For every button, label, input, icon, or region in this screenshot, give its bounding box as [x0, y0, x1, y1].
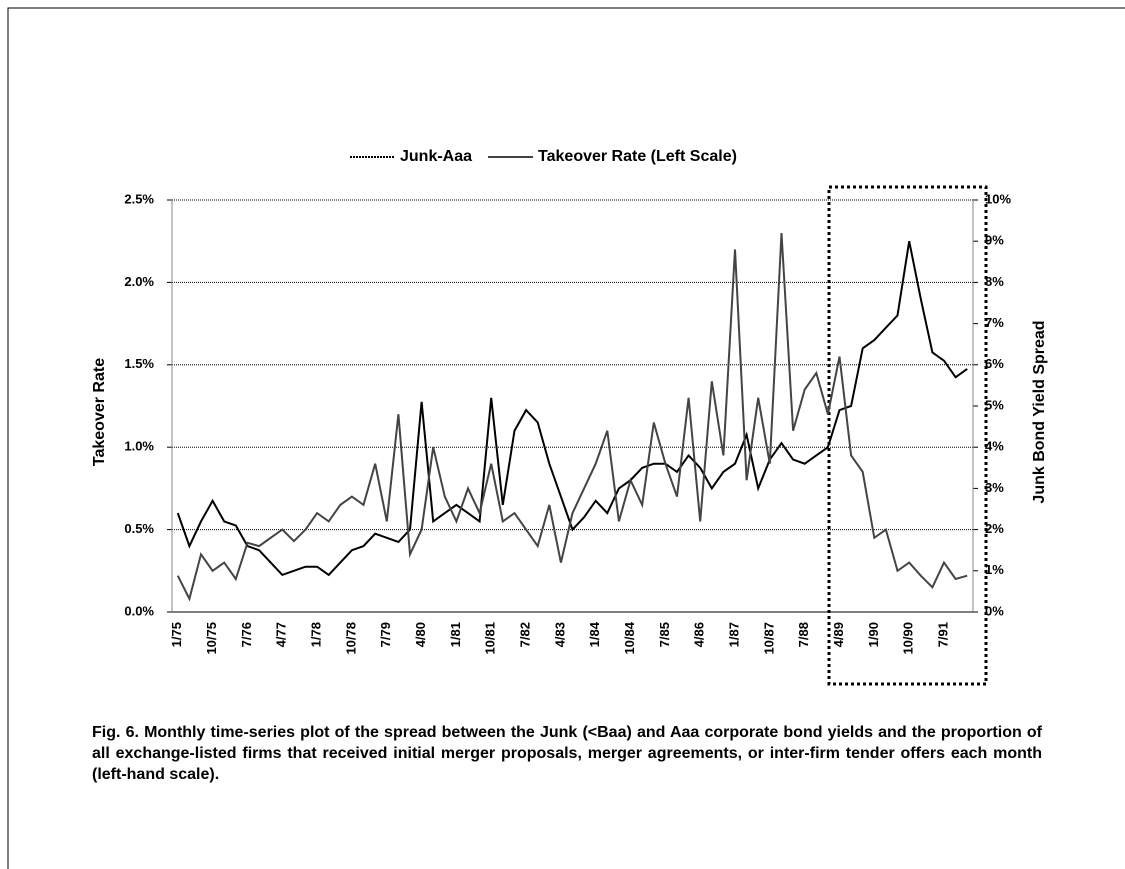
- series-line: [176, 232, 968, 602]
- y-tick-label: 2.5%: [124, 191, 154, 206]
- y2-tick-label: 2%: [985, 521, 1004, 536]
- x-tick-label: 7/91: [935, 622, 950, 647]
- x-tick-label: 4/83: [552, 622, 567, 647]
- highlight-box: [827, 185, 988, 686]
- x-tick-label: 4/86: [692, 622, 707, 647]
- series-line: [176, 241, 968, 577]
- y2-tick-label: 7%: [985, 315, 1004, 330]
- x-tick-label: 7/76: [239, 622, 254, 647]
- y-axis-label: Takeover Rate: [91, 358, 108, 466]
- y-tick-label: 0.5%: [124, 521, 154, 536]
- y2-tick-label: 1%: [985, 562, 1004, 577]
- x-tick-label: 10/78: [343, 622, 358, 655]
- y-tick-label: 2.0%: [124, 274, 154, 289]
- x-tick-label: 1/87: [726, 622, 741, 647]
- y2-tick-label: 10%: [985, 191, 1011, 206]
- x-tick-label: 10/84: [622, 621, 637, 654]
- x-tick-label: 4/80: [413, 622, 428, 647]
- x-tick-label: 7/85: [657, 622, 672, 647]
- y2-tick-label: 8%: [985, 274, 1004, 289]
- x-tick-label: 10/90: [901, 622, 916, 655]
- y2-tick-label: 6%: [985, 356, 1004, 371]
- x-tick-label: 10/75: [204, 622, 219, 655]
- y2-tick-label: 4%: [985, 439, 1004, 454]
- x-tick-label: 1/75: [169, 622, 184, 647]
- y2-tick-label: 9%: [985, 233, 1004, 248]
- x-tick-label: 1/78: [309, 622, 324, 647]
- y2-tick-label: 0%: [985, 603, 1004, 618]
- x-tick-label: 1/90: [866, 622, 881, 647]
- y2-tick-label: 3%: [985, 480, 1004, 495]
- x-tick-label: 7/88: [796, 622, 811, 647]
- frame: [7, 7, 1125, 869]
- x-tick-label: 1/81: [448, 622, 463, 647]
- x-tick-label: 7/82: [518, 622, 533, 647]
- y-tick-label: 1.5%: [124, 356, 154, 371]
- x-tick-label: 10/81: [483, 622, 498, 655]
- y2-tick-label: 5%: [985, 397, 1004, 412]
- x-tick-label: 10/87: [761, 622, 776, 655]
- y2-axis-label: Junk Bond Yield Spread: [1031, 320, 1048, 503]
- y-tick-label: 1.0%: [124, 439, 154, 454]
- x-tick-label: 4/77: [274, 622, 289, 647]
- legend-label: Takeover Rate (Left Scale): [538, 148, 737, 165]
- x-tick-label: 4/89: [831, 622, 846, 647]
- y-tick-label: 0.0%: [124, 603, 154, 618]
- caption: Fig. 6. Monthly time-series plot of the …: [92, 724, 1042, 783]
- x-tick-label: 7/79: [378, 622, 393, 647]
- x-tick-label: 1/84: [587, 621, 602, 647]
- legend-label: Junk-Aaa: [400, 148, 472, 165]
